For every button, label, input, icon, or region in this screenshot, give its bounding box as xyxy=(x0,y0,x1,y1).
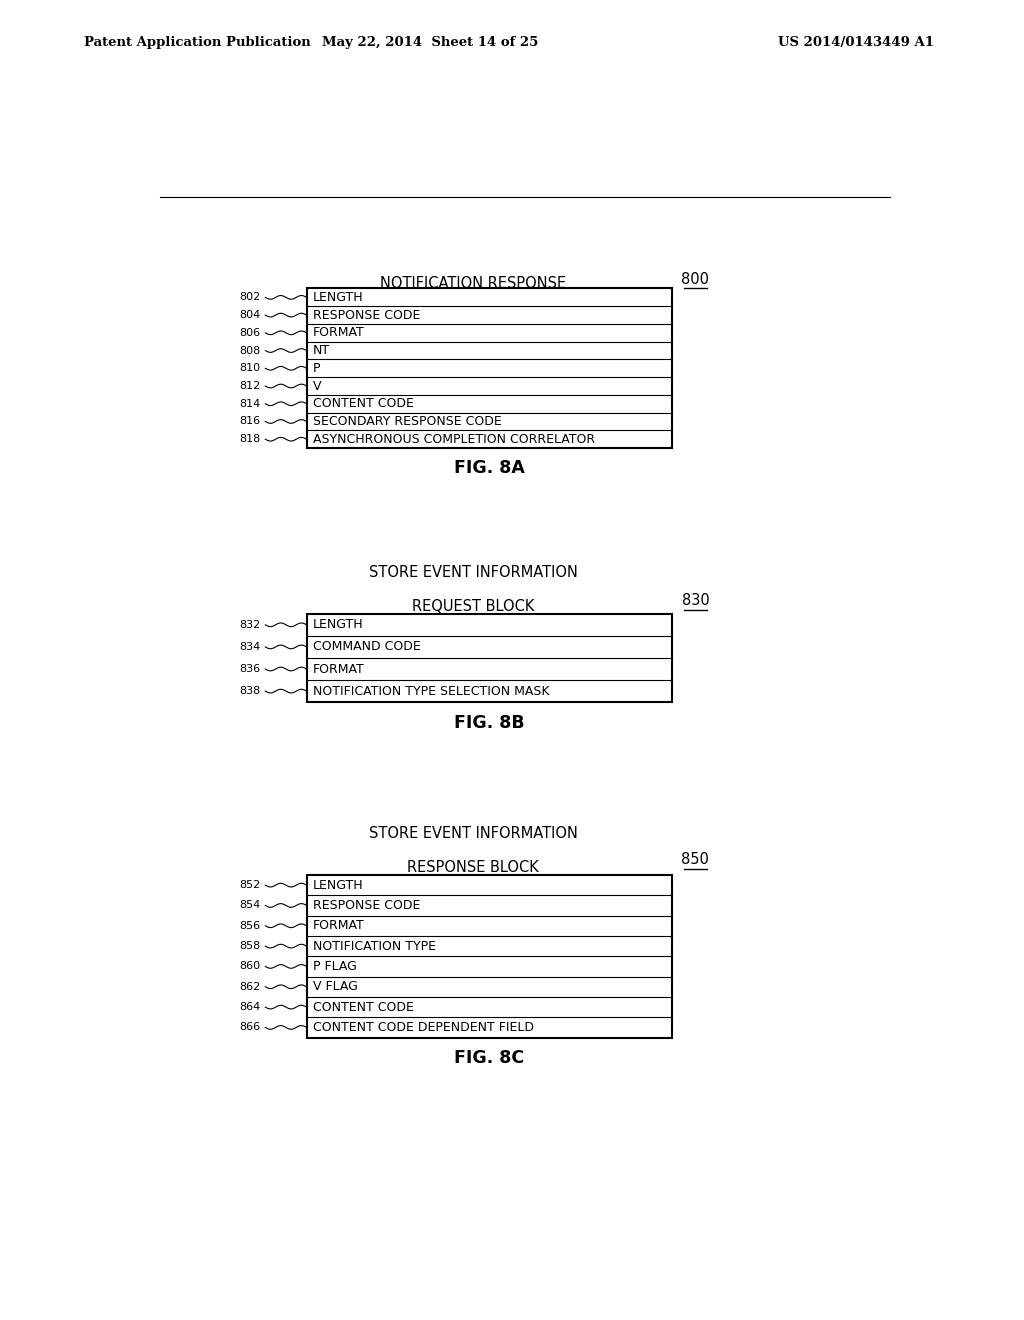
Text: CONTENT CODE DEPENDENT FIELD: CONTENT CODE DEPENDENT FIELD xyxy=(313,1020,534,1034)
Text: 862: 862 xyxy=(240,982,260,991)
Text: RESPONSE CODE: RESPONSE CODE xyxy=(313,899,420,912)
Text: P: P xyxy=(313,362,321,375)
Text: SECONDARY RESPONSE CODE: SECONDARY RESPONSE CODE xyxy=(313,414,502,428)
Text: 838: 838 xyxy=(240,686,260,696)
Text: NOTIFICATION TYPE: NOTIFICATION TYPE xyxy=(313,940,436,953)
Text: 852: 852 xyxy=(240,880,260,890)
Text: FORMAT: FORMAT xyxy=(313,663,365,676)
Text: STORE EVENT INFORMATION: STORE EVENT INFORMATION xyxy=(369,565,578,581)
Text: NOTIFICATION TYPE SELECTION MASK: NOTIFICATION TYPE SELECTION MASK xyxy=(313,685,550,698)
Text: May 22, 2014  Sheet 14 of 25: May 22, 2014 Sheet 14 of 25 xyxy=(322,36,539,49)
Text: P FLAG: P FLAG xyxy=(313,960,356,973)
Text: Patent Application Publication: Patent Application Publication xyxy=(84,36,310,49)
Text: ASYNCHRONOUS COMPLETION CORRELATOR: ASYNCHRONOUS COMPLETION CORRELATOR xyxy=(313,433,595,446)
Text: 860: 860 xyxy=(240,961,260,972)
Text: 800: 800 xyxy=(681,272,710,286)
Text: LENGTH: LENGTH xyxy=(313,290,364,304)
Text: V FLAG: V FLAG xyxy=(313,981,357,993)
Text: FORMAT: FORMAT xyxy=(313,326,365,339)
Text: 836: 836 xyxy=(240,664,260,675)
Text: STORE EVENT INFORMATION: STORE EVENT INFORMATION xyxy=(369,826,578,841)
Text: LENGTH: LENGTH xyxy=(313,618,364,631)
Text: REQUEST BLOCK: REQUEST BLOCK xyxy=(412,598,535,614)
Text: 804: 804 xyxy=(240,310,260,319)
Text: 814: 814 xyxy=(240,399,260,409)
Text: 858: 858 xyxy=(240,941,260,952)
Text: COMMAND CODE: COMMAND CODE xyxy=(313,640,421,653)
Text: US 2014/0143449 A1: US 2014/0143449 A1 xyxy=(778,36,934,49)
Text: NT: NT xyxy=(313,345,330,356)
Text: 818: 818 xyxy=(240,434,260,445)
Text: 866: 866 xyxy=(240,1023,260,1032)
Text: 856: 856 xyxy=(240,921,260,931)
Text: 854: 854 xyxy=(240,900,260,911)
Text: 802: 802 xyxy=(240,292,260,302)
Text: V: V xyxy=(313,380,322,392)
Text: 830: 830 xyxy=(682,593,710,609)
Text: LENGTH: LENGTH xyxy=(313,879,364,891)
Text: 832: 832 xyxy=(240,620,260,630)
Text: FIG. 8C: FIG. 8C xyxy=(454,1049,524,1067)
Bar xyxy=(306,614,672,702)
Text: 812: 812 xyxy=(240,381,260,391)
Text: CONTENT CODE: CONTENT CODE xyxy=(313,397,414,411)
Text: 816: 816 xyxy=(240,417,260,426)
Text: 834: 834 xyxy=(240,642,260,652)
Text: 806: 806 xyxy=(240,327,260,338)
Text: FORMAT: FORMAT xyxy=(313,919,365,932)
Bar xyxy=(306,289,672,447)
Text: 864: 864 xyxy=(240,1002,260,1012)
Text: RESPONSE CODE: RESPONSE CODE xyxy=(313,309,420,322)
Text: FIG. 8B: FIG. 8B xyxy=(454,714,524,731)
Text: 810: 810 xyxy=(240,363,260,374)
Text: 850: 850 xyxy=(682,853,710,867)
Bar xyxy=(306,875,672,1038)
Text: FIG. 8A: FIG. 8A xyxy=(454,459,524,478)
Text: CONTENT CODE: CONTENT CODE xyxy=(313,1001,414,1014)
Text: 808: 808 xyxy=(240,346,260,355)
Text: RESPONSE BLOCK: RESPONSE BLOCK xyxy=(408,859,539,875)
Text: NOTIFICATION RESPONSE: NOTIFICATION RESPONSE xyxy=(380,276,566,290)
